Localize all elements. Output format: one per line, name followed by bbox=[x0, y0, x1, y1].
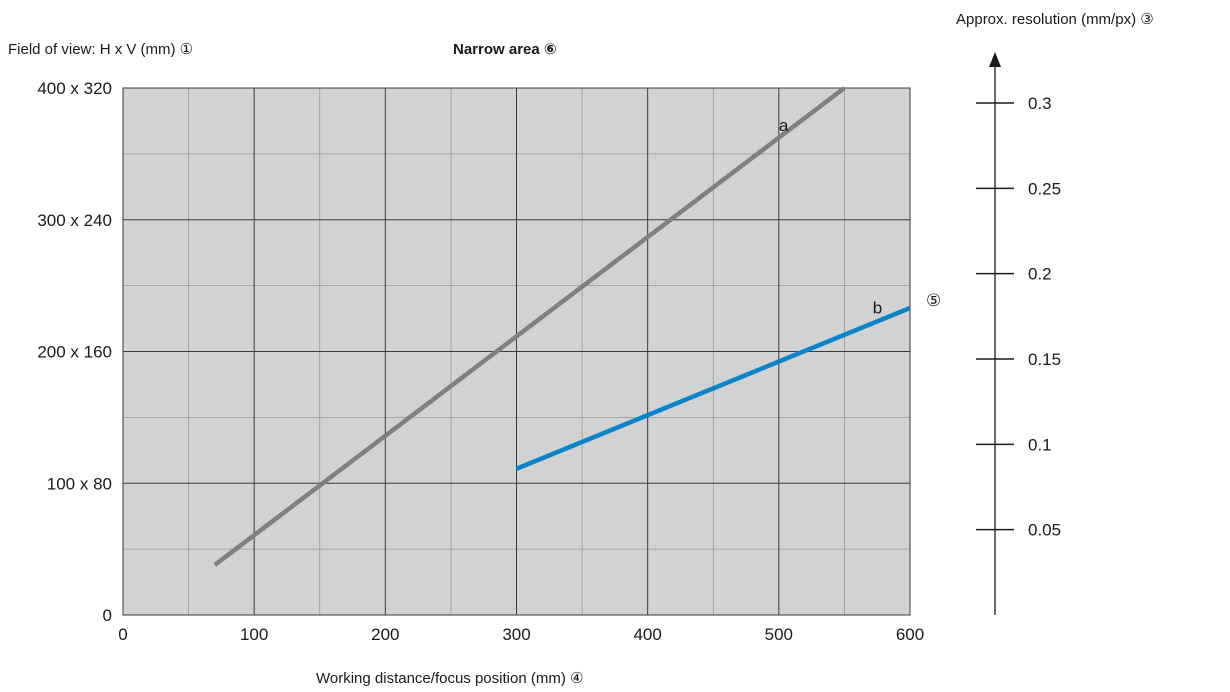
y-tick-label: 200 x 160 bbox=[37, 343, 112, 362]
x-tick-label: 200 bbox=[371, 625, 399, 644]
plot-border bbox=[122, 87, 911, 616]
resolution-tick-label: 0.2 bbox=[1028, 265, 1052, 284]
resolution-axis-label: Approx. resolution (mm/px) ③ bbox=[956, 11, 1154, 28]
chart-title: Narrow area ⑥ bbox=[453, 41, 557, 58]
x-tick-label: 400 bbox=[633, 625, 661, 644]
series-group: ab bbox=[213, 86, 911, 567]
resolution-axis-arrow bbox=[989, 52, 1001, 67]
y-tick-labels: 0 100 x 80 200 x 160 300 x 240 400 x 320 bbox=[37, 79, 112, 625]
resolution-tick-label: 0.05 bbox=[1028, 521, 1061, 540]
y-axis-label: Field of view: H x V (mm) ① bbox=[8, 41, 193, 58]
y-tick-label: 100 x 80 bbox=[47, 474, 112, 493]
series-line-a bbox=[213, 86, 846, 567]
resolution-tick-label: 0.25 bbox=[1028, 179, 1061, 198]
resolution-axis: 0.05 0.1 0.15 0.2 0.25 0.3 bbox=[976, 52, 1061, 615]
x-tick-label: 300 bbox=[502, 625, 530, 644]
x-tick-label: 100 bbox=[240, 625, 268, 644]
resolution-tick-label: 0.15 bbox=[1028, 350, 1061, 369]
y-tick-label: 0 bbox=[103, 606, 112, 625]
y-tick-label: 400 x 320 bbox=[37, 79, 112, 98]
series-line-b bbox=[515, 305, 911, 471]
x-tick-label: 600 bbox=[896, 625, 924, 644]
x-tick-label: 500 bbox=[765, 625, 793, 644]
x-axis-label: Working distance/focus position (mm) ④ bbox=[316, 670, 583, 687]
series-label-b: b bbox=[873, 298, 882, 317]
x-tick-labels: 0 100 200 300 400 500 600 bbox=[118, 625, 924, 644]
y-tick-label: 300 x 240 bbox=[37, 211, 112, 230]
resolution-tick-label: 0.3 bbox=[1028, 94, 1052, 113]
resolution-tick-label: 0.1 bbox=[1028, 435, 1052, 454]
x-tick-label: 0 bbox=[118, 625, 127, 644]
callout-5: ⑤ bbox=[926, 291, 941, 310]
grid bbox=[123, 88, 910, 615]
series-label-a: a bbox=[779, 116, 789, 135]
